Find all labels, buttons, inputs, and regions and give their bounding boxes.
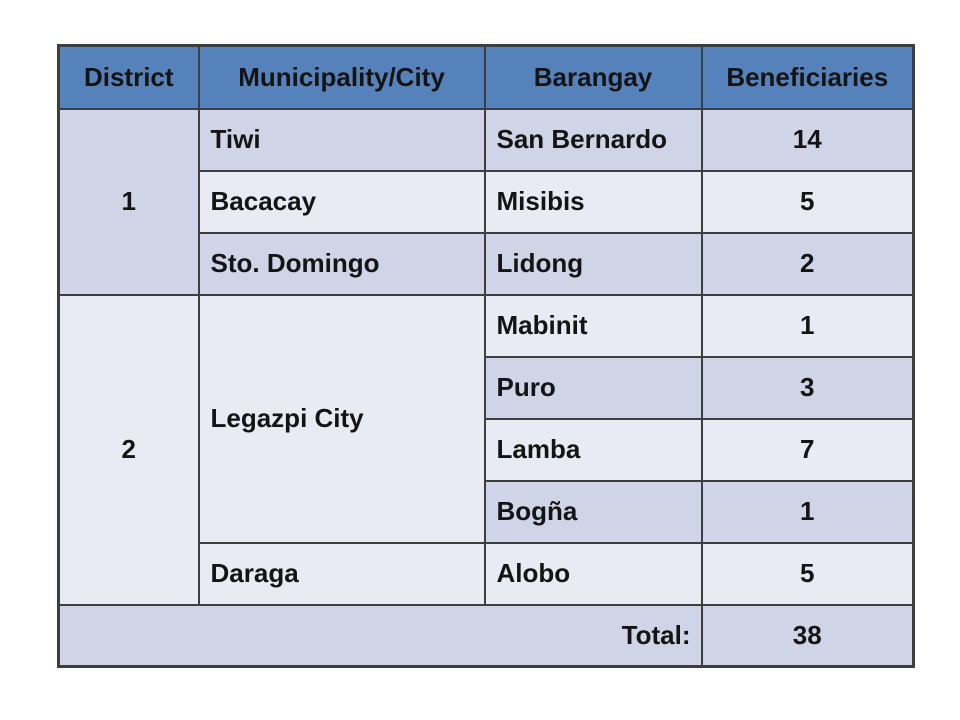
total-value: 38: [700, 603, 915, 668]
cell-barangay: Alobo: [483, 541, 703, 606]
cell-barangay: Mabinit: [483, 293, 703, 358]
cell-barangay: Bogña: [483, 479, 703, 544]
cell-barangay: Lamba: [483, 417, 703, 482]
table-row: Daraga Alobo 5: [59, 541, 915, 606]
cell-beneficiaries: 1: [700, 479, 915, 544]
header-cell-municipality: Municipality/City: [197, 44, 486, 110]
total-row: Total: 38: [57, 603, 915, 668]
table-row: Sto. Domingo Lidong 2: [59, 231, 915, 296]
table-row: 1 Tiwi San Bernardo 14: [57, 107, 915, 296]
table-row: Bacacay Misibis 5: [59, 169, 915, 234]
cell-municipality: Legazpi City: [197, 293, 486, 544]
table-row: Lamba 7: [59, 417, 915, 482]
cell-district-1: 1: [57, 107, 200, 296]
total-label: Total:: [57, 603, 703, 668]
cell-beneficiaries: 3: [700, 355, 915, 420]
header-cell-district: District: [57, 44, 200, 110]
cell-municipality: Daraga: [197, 541, 486, 606]
cell-beneficiaries: 2: [700, 231, 915, 296]
cell-beneficiaries: 14: [700, 107, 915, 172]
cell-barangay: Lidong: [483, 231, 703, 296]
header-cell-beneficiaries: Beneficiaries: [700, 44, 915, 110]
cell-beneficiaries: 1: [700, 293, 915, 358]
beneficiaries-table: District Municipality/City Barangay Bene…: [57, 44, 915, 668]
cell-district-2: 2: [57, 293, 200, 606]
header-cell-barangay: Barangay: [483, 44, 703, 110]
cell-beneficiaries: 5: [700, 169, 915, 234]
cell-barangay: Puro: [483, 355, 703, 420]
cell-beneficiaries: 7: [700, 417, 915, 482]
table-row: Puro 3: [59, 355, 915, 420]
table-row: Bogña 1: [59, 479, 915, 544]
cell-beneficiaries: 5: [700, 541, 915, 606]
table-header-row: District Municipality/City Barangay Bene…: [57, 44, 915, 110]
cell-municipality: Tiwi: [197, 107, 486, 172]
cell-barangay: Misibis: [483, 169, 703, 234]
cell-municipality: Bacacay: [197, 169, 486, 234]
cell-barangay: San Bernardo: [483, 107, 703, 172]
table-row: 2 Legazpi City Mabinit 1: [57, 293, 915, 606]
cell-municipality: Sto. Domingo: [197, 231, 486, 296]
